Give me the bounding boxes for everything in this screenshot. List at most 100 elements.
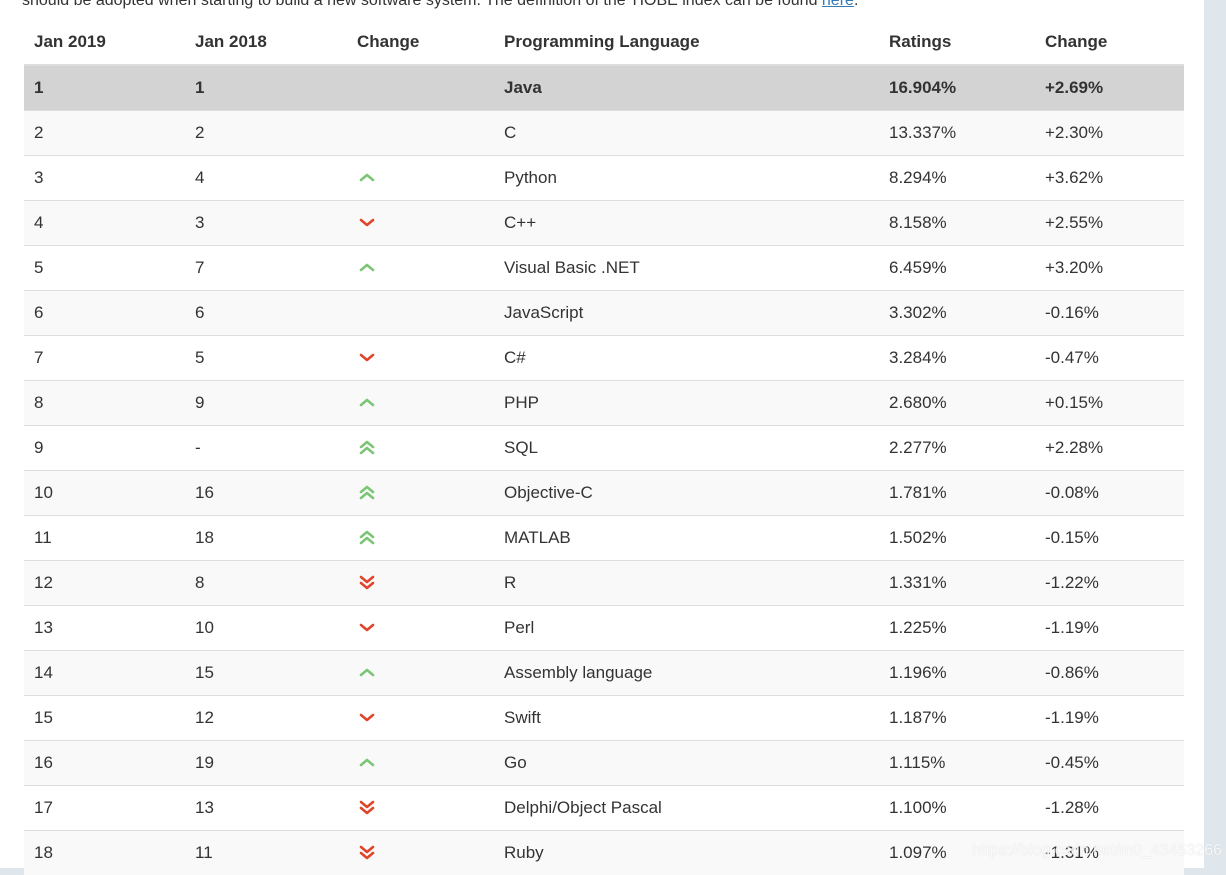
language-cell: C (494, 111, 879, 156)
chevron-down-icon (357, 349, 494, 367)
rating-change-cell: -0.45% (1035, 741, 1184, 786)
language-cell: C# (494, 336, 879, 381)
rank-2018-cell: 5 (185, 336, 347, 381)
definition-link[interactable]: here (822, 0, 854, 9)
change-cell (347, 65, 494, 111)
watermark: https://blog.csdn.net/m0_43453266 (972, 842, 1222, 860)
header-jan-2019[interactable]: Jan 2019 (24, 20, 185, 65)
rating-change-cell: -0.16% (1035, 291, 1184, 336)
rating-change-cell: +2.55% (1035, 201, 1184, 246)
header-change[interactable]: Change (347, 20, 494, 65)
double-chevron-up-icon (357, 439, 494, 457)
rank-2018-cell: 15 (185, 651, 347, 696)
change-cell (347, 156, 494, 201)
rank-2019-cell: 10 (24, 471, 185, 516)
rating-change-cell: +2.28% (1035, 426, 1184, 471)
language-cell: Java (494, 65, 879, 111)
rank-2019-cell: 2 (24, 111, 185, 156)
language-cell: Objective-C (494, 471, 879, 516)
rank-2018-cell: 2 (185, 111, 347, 156)
rating-cell: 13.337% (879, 111, 1035, 156)
rank-2018-cell: 3 (185, 201, 347, 246)
change-cell (347, 381, 494, 426)
language-cell: JavaScript (494, 291, 879, 336)
rank-2018-cell: 11 (185, 831, 347, 875)
double-chevron-down-icon (357, 799, 494, 817)
header-ratings[interactable]: Ratings (879, 20, 1035, 65)
change-cell (347, 516, 494, 561)
change-cell (347, 831, 494, 875)
rating-cell: 3.284% (879, 336, 1035, 381)
change-cell (347, 291, 494, 336)
rank-2018-cell: 9 (185, 381, 347, 426)
language-cell: Visual Basic .NET (494, 246, 879, 291)
chevron-up-icon (357, 169, 494, 187)
change-cell (347, 471, 494, 516)
rank-2019-cell: 14 (24, 651, 185, 696)
rank-2019-cell: 7 (24, 336, 185, 381)
rank-2018-cell: 16 (185, 471, 347, 516)
rating-change-cell: +2.30% (1035, 111, 1184, 156)
language-cell: C++ (494, 201, 879, 246)
rating-cell: 3.302% (879, 291, 1035, 336)
double-chevron-down-icon (357, 844, 494, 862)
rating-change-cell: -0.15% (1035, 516, 1184, 561)
table-header-row: Jan 2019 Jan 2018 Change Programming Lan… (24, 20, 1184, 65)
rank-2019-cell: 3 (24, 156, 185, 201)
rating-change-cell: -0.08% (1035, 471, 1184, 516)
double-chevron-up-icon (357, 484, 494, 502)
rank-2018-cell: 10 (185, 606, 347, 651)
rank-2018-cell: 1 (185, 65, 347, 111)
rating-change-cell: +3.20% (1035, 246, 1184, 291)
rating-cell: 1.225% (879, 606, 1035, 651)
rank-2019-cell: 6 (24, 291, 185, 336)
rank-2018-cell: 18 (185, 516, 347, 561)
language-cell: Perl (494, 606, 879, 651)
chevron-up-icon (357, 664, 494, 682)
change-cell (347, 606, 494, 651)
rank-2018-cell: 6 (185, 291, 347, 336)
rating-cell: 8.158% (879, 201, 1035, 246)
language-cell: R (494, 561, 879, 606)
chevron-up-icon (357, 259, 494, 277)
rank-2019-cell: 13 (24, 606, 185, 651)
rank-2018-cell: 8 (185, 561, 347, 606)
double-chevron-down-icon (357, 574, 494, 592)
rank-2019-cell: 4 (24, 201, 185, 246)
rating-cell: 1.115% (879, 741, 1035, 786)
header-programming-language[interactable]: Programming Language (494, 20, 879, 65)
rating-cell: 1.100% (879, 786, 1035, 831)
header-jan-2018[interactable]: Jan 2018 (185, 20, 347, 65)
language-cell: SQL (494, 426, 879, 471)
intro-suffix: . (854, 0, 858, 9)
change-cell (347, 651, 494, 696)
header-rating-change[interactable]: Change (1035, 20, 1184, 65)
language-cell: Python (494, 156, 879, 201)
language-cell: Swift (494, 696, 879, 741)
rank-2019-cell: 18 (24, 831, 185, 875)
language-cell: Ruby (494, 831, 879, 875)
rating-cell: 1.196% (879, 651, 1035, 696)
rank-2018-cell: 19 (185, 741, 347, 786)
rank-2019-cell: 11 (24, 516, 185, 561)
language-cell: Go (494, 741, 879, 786)
rank-2018-cell: 4 (185, 156, 347, 201)
rating-cell: 2.277% (879, 426, 1035, 471)
rating-cell: 1.502% (879, 516, 1035, 561)
rank-2019-cell: 16 (24, 741, 185, 786)
chevron-down-icon (357, 214, 494, 232)
rating-cell: 1.187% (879, 696, 1035, 741)
rating-change-cell: -1.22% (1035, 561, 1184, 606)
rating-change-cell: -1.19% (1035, 696, 1184, 741)
rating-cell: 6.459% (879, 246, 1035, 291)
tiobe-ranking-table: Jan 2019 Jan 2018 Change Programming Lan… (24, 20, 1184, 875)
